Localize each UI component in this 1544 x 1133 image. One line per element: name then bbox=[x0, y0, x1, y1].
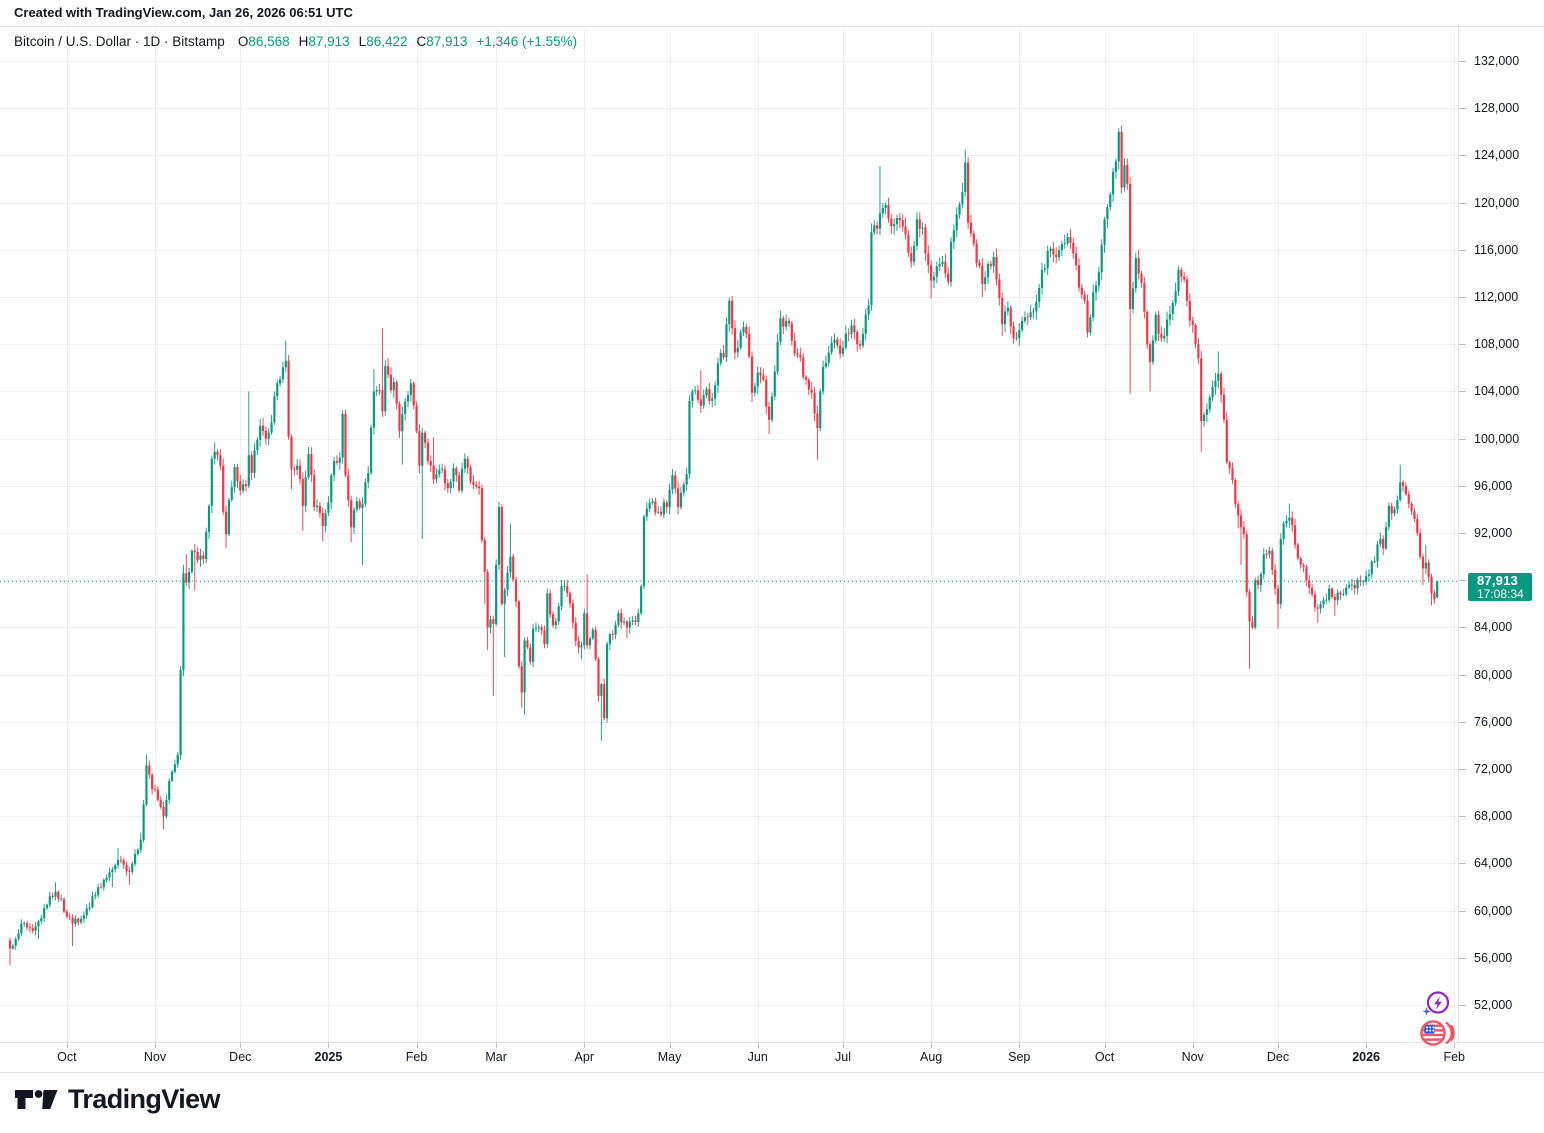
time-tick-label: Nov bbox=[143, 1050, 167, 1064]
time-tick-label: 2025 bbox=[314, 1050, 343, 1064]
price-tick-label: 52,000 bbox=[1474, 998, 1513, 1013]
time-tick-mark bbox=[1454, 1043, 1455, 1048]
legend: Bitcoin / U.S. Dollar · 1D · Bitstamp O86… bbox=[14, 34, 577, 49]
time-tick-mark bbox=[496, 1043, 497, 1048]
ohlc-low: L86,422 bbox=[358, 34, 408, 49]
price-tick-label: 124,000 bbox=[1474, 148, 1520, 163]
time-tick-label: Aug bbox=[920, 1050, 943, 1064]
time-tick-mark bbox=[240, 1043, 241, 1048]
price-tick-mark bbox=[1459, 675, 1466, 676]
ohlc-close: C87,913 bbox=[416, 34, 468, 49]
time-tick-mark bbox=[758, 1043, 759, 1048]
price-tick-label: 96,000 bbox=[1474, 478, 1513, 493]
countdown-timer: 17:08:34 bbox=[1477, 587, 1524, 602]
attribution-text: Created with TradingView.com, Jan 26, 20… bbox=[14, 5, 353, 20]
time-tick-label: Feb bbox=[1443, 1050, 1466, 1064]
price-tick-label: 60,000 bbox=[1474, 903, 1513, 918]
price-tick-mark bbox=[1459, 344, 1466, 345]
price-tick-mark bbox=[1459, 627, 1466, 628]
symbol-title[interactable]: Bitcoin / U.S. Dollar · 1D · Bitstamp bbox=[14, 34, 225, 49]
last-price-value: 87,913 bbox=[1477, 573, 1518, 589]
price-tick-mark bbox=[1459, 722, 1466, 723]
attribution-bar: Created with TradingView.com, Jan 26, 20… bbox=[0, 0, 1544, 27]
time-tick-mark bbox=[155, 1043, 156, 1048]
price-tick-label: 128,000 bbox=[1474, 101, 1520, 116]
time-tick-label: Feb bbox=[405, 1050, 428, 1064]
price-tick-mark bbox=[1459, 250, 1466, 251]
ohlc-high: H87,913 bbox=[298, 34, 350, 49]
time-tick-mark bbox=[1105, 1043, 1106, 1048]
time-tick-mark bbox=[328, 1043, 329, 1048]
time-tick-mark bbox=[931, 1043, 932, 1048]
logo-mark-icon bbox=[15, 1090, 58, 1109]
chart-plot[interactable]: Bitcoin / U.S. Dollar · 1D · Bitstamp O86… bbox=[0, 27, 1458, 1042]
time-tick-label: Nov bbox=[1181, 1050, 1204, 1064]
time-tick-mark bbox=[67, 1043, 68, 1048]
brand-wordmark: TradingView bbox=[68, 1084, 221, 1114]
price-tick-mark bbox=[1459, 297, 1466, 298]
price-tick-mark bbox=[1459, 816, 1466, 817]
price-tick-label: 92,000 bbox=[1474, 526, 1513, 541]
time-tick-label: Jun bbox=[747, 1050, 768, 1064]
price-tick-mark bbox=[1459, 769, 1466, 770]
price-tick-label: 100,000 bbox=[1474, 431, 1520, 446]
price-tick-mark bbox=[1459, 61, 1466, 62]
time-tick-label: Apr bbox=[574, 1050, 595, 1064]
price-tick-label: 132,000 bbox=[1474, 54, 1520, 69]
time-tick-mark bbox=[1193, 1043, 1194, 1048]
time-tick-label: Dec bbox=[229, 1050, 252, 1064]
price-tick-label: 104,000 bbox=[1474, 384, 1520, 399]
time-tick-label: 2026 bbox=[1352, 1050, 1381, 1064]
price-tick-mark bbox=[1459, 108, 1466, 109]
ohlc-open: O86,568 bbox=[237, 34, 290, 49]
time-tick-label: Sep bbox=[1008, 1050, 1031, 1064]
price-tick-label: 80,000 bbox=[1474, 667, 1513, 682]
tradingview-logo[interactable]: TradingView bbox=[13, 1084, 221, 1115]
price-axis[interactable]: 87,913 17:08:34 132,000 128,000 124,000 120… bbox=[1458, 27, 1544, 1042]
time-tick-mark bbox=[670, 1043, 671, 1048]
price-tick-mark bbox=[1459, 203, 1466, 204]
time-tick-mark bbox=[843, 1043, 844, 1048]
price-tick-mark bbox=[1459, 911, 1466, 912]
price-tick-label: 120,000 bbox=[1474, 195, 1520, 210]
price-tick-label: 72,000 bbox=[1474, 762, 1513, 777]
boost-icon[interactable] bbox=[1421, 988, 1453, 1025]
time-tick-label: Mar bbox=[485, 1050, 507, 1064]
price-tick-mark bbox=[1459, 958, 1466, 959]
price-tick-label: 64,000 bbox=[1474, 856, 1513, 871]
price-tick-mark bbox=[1459, 580, 1466, 581]
time-tick-mark bbox=[584, 1043, 585, 1048]
price-tick-label: 116,000 bbox=[1474, 242, 1519, 257]
us-flag-rolling-icon[interactable] bbox=[1418, 1016, 1458, 1056]
time-tick-label: Oct bbox=[57, 1050, 77, 1064]
price-tick-mark bbox=[1459, 439, 1466, 440]
time-tick-mark bbox=[1366, 1043, 1367, 1048]
price-tick-mark bbox=[1459, 486, 1466, 487]
price-tick-mark bbox=[1459, 533, 1466, 534]
time-tick-label: Jul bbox=[834, 1050, 851, 1064]
price-tick-label: 84,000 bbox=[1474, 620, 1513, 635]
time-tick-label: Dec bbox=[1266, 1050, 1290, 1064]
price-tick-label: 76,000 bbox=[1474, 714, 1513, 729]
price-tick-mark bbox=[1459, 1005, 1466, 1006]
change-value: +1,346 (+1.55%) bbox=[476, 34, 578, 49]
price-tick-label: 68,000 bbox=[1474, 809, 1513, 824]
time-tick-label: May bbox=[657, 1050, 682, 1064]
last-price-badge: 87,913 17:08:34 bbox=[1468, 573, 1532, 602]
time-tick-mark bbox=[417, 1043, 418, 1048]
time-axis[interactable]: Oct Nov Dec 2025 Feb Mar Apr May Jun Jul Aug Sep Oct… bbox=[0, 1042, 1544, 1073]
price-tick-mark bbox=[1459, 863, 1466, 864]
price-tick-label: 56,000 bbox=[1474, 950, 1513, 965]
price-tick-mark bbox=[1459, 391, 1466, 392]
time-tick-mark bbox=[1019, 1043, 1020, 1048]
price-tick-mark bbox=[1459, 155, 1466, 156]
price-tick-label: 108,000 bbox=[1474, 337, 1520, 352]
time-tick-label: Oct bbox=[1094, 1050, 1115, 1064]
time-tick-mark bbox=[1278, 1043, 1279, 1048]
price-tick-label: 112,000 bbox=[1474, 290, 1519, 305]
